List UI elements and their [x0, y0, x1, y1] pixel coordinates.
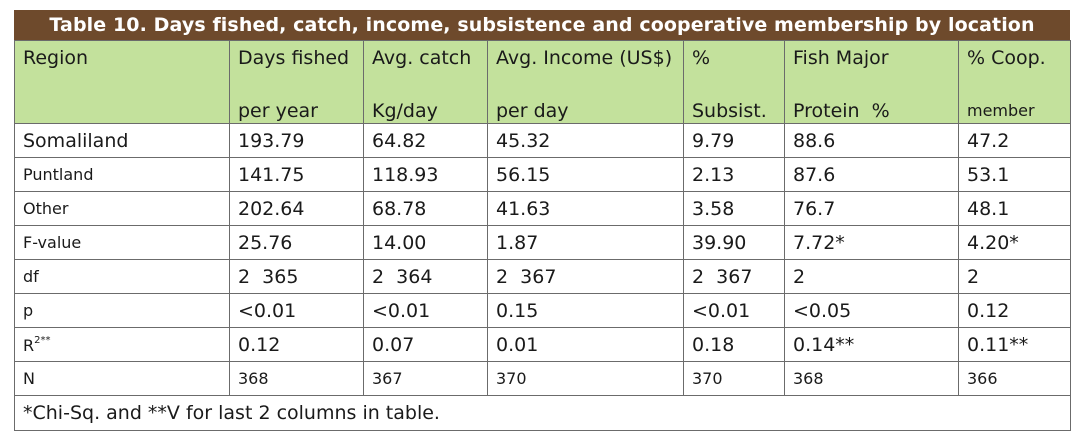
row-label: p [14, 293, 230, 328]
header-fish-protein: Fish Major Protein % [784, 40, 959, 124]
table-cell: 1.87 [487, 225, 684, 260]
row-label-superscript: 2** [34, 334, 51, 346]
table-cell: 118.93 [363, 157, 488, 192]
header-coop-member: % Coop. member [958, 40, 1071, 124]
table-cell: 25.76 [229, 225, 364, 260]
table-cell: 14.00 [363, 225, 488, 260]
table-title: Table 10. Days fished, catch, income, su… [14, 10, 1070, 40]
table-cell: 0.01 [487, 327, 684, 362]
table-cell: <0.01 [683, 293, 785, 328]
row-label: Puntland [14, 157, 230, 192]
table-cell: 45.32 [487, 123, 684, 158]
table-body: Somaliland 193.79 64.82 45.32 9.79 88.6 47.2 Pu… [14, 123, 1071, 396]
row-label: df [14, 259, 230, 294]
row-label: F-value [14, 225, 230, 260]
table-cell: 4.20* [958, 225, 1071, 260]
table-cell: 88.6 [784, 123, 959, 158]
table-cell: 0.18 [683, 327, 785, 362]
table-cell: <0.01 [363, 293, 488, 328]
table-row: R2** 0.12 0.07 0.01 0.18 0.14** 0.11** [14, 327, 1071, 362]
row-label: R2** [14, 327, 230, 362]
footnote: *Chi-Sq. and **V for last 2 columns in t… [14, 395, 1071, 431]
table-cell: <0.05 [784, 293, 959, 328]
table-cell: 53.1 [958, 157, 1071, 192]
table-grid: Region Days fished per year Avg. catch Kg/… [14, 40, 1071, 431]
table-cell: 87.6 [784, 157, 959, 192]
table-cell: 2 [784, 259, 959, 294]
table-cell: 370 [487, 361, 684, 396]
table-cell: 0.12 [229, 327, 364, 362]
row-label: N [14, 361, 230, 396]
table-cell: 368 [784, 361, 959, 396]
table-cell: 0.15 [487, 293, 684, 328]
table-cell: 141.75 [229, 157, 364, 192]
table-row: N 368 367 370 370 368 366 [14, 361, 1071, 396]
table-cell: 7.72* [784, 225, 959, 260]
table-cell: 2 364 [363, 259, 488, 294]
table-cell: 3.58 [683, 191, 785, 226]
table-cell: 2 367 [683, 259, 785, 294]
table-cell: 368 [229, 361, 364, 396]
table-cell: 47.2 [958, 123, 1071, 158]
table-cell: 0.14** [784, 327, 959, 362]
table-cell: 76.7 [784, 191, 959, 226]
table-cell: 56.15 [487, 157, 684, 192]
data-table: Table 10. Days fished, catch, income, su… [14, 10, 1071, 431]
table-cell: 370 [683, 361, 785, 396]
header-subsistence: % Subsist. [683, 40, 785, 124]
table-cell: 0.11** [958, 327, 1071, 362]
table-cell: 9.79 [683, 123, 785, 158]
table-row: p <0.01 <0.01 0.15 <0.01 <0.05 0.12 [14, 293, 1071, 328]
table-cell: 64.82 [363, 123, 488, 158]
row-label: Somaliland [14, 123, 230, 158]
header-row: Region Days fished per year Avg. catch Kg/… [14, 40, 1071, 124]
table-cell: 2 365 [229, 259, 364, 294]
table-cell: 48.1 [958, 191, 1071, 226]
footnote-row: *Chi-Sq. and **V for last 2 columns in t… [14, 395, 1071, 431]
table-cell: 39.90 [683, 225, 785, 260]
table-cell: 2 367 [487, 259, 684, 294]
table-cell: 68.78 [363, 191, 488, 226]
table-cell: 0.07 [363, 327, 488, 362]
table-cell: 0.12 [958, 293, 1071, 328]
table-row: Puntland 141.75 118.93 56.15 2.13 87.6 53.1 [14, 157, 1071, 192]
header-avg-catch: Avg. catch Kg/day [363, 40, 488, 124]
header-days-fished: Days fished per year [229, 40, 364, 124]
table-cell: 193.79 [229, 123, 364, 158]
table-cell: 41.63 [487, 191, 684, 226]
table-row: F-value 25.76 14.00 1.87 39.90 7.72* 4.20* [14, 225, 1071, 260]
table-row: df 2 365 2 364 2 367 2 367 2 2 [14, 259, 1071, 294]
table-cell: <0.01 [229, 293, 364, 328]
header-region: Region [14, 40, 230, 124]
table-row: Other 202.64 68.78 41.63 3.58 76.7 48.1 [14, 191, 1071, 226]
table-cell: 367 [363, 361, 488, 396]
row-label: Other [14, 191, 230, 226]
header-avg-income: Avg. Income (US$) per day [487, 40, 684, 124]
table-cell: 2 [958, 259, 1071, 294]
table-cell: 366 [958, 361, 1071, 396]
table-cell: 2.13 [683, 157, 785, 192]
table-cell: 202.64 [229, 191, 364, 226]
table-row: Somaliland 193.79 64.82 45.32 9.79 88.6 47.2 [14, 123, 1071, 158]
